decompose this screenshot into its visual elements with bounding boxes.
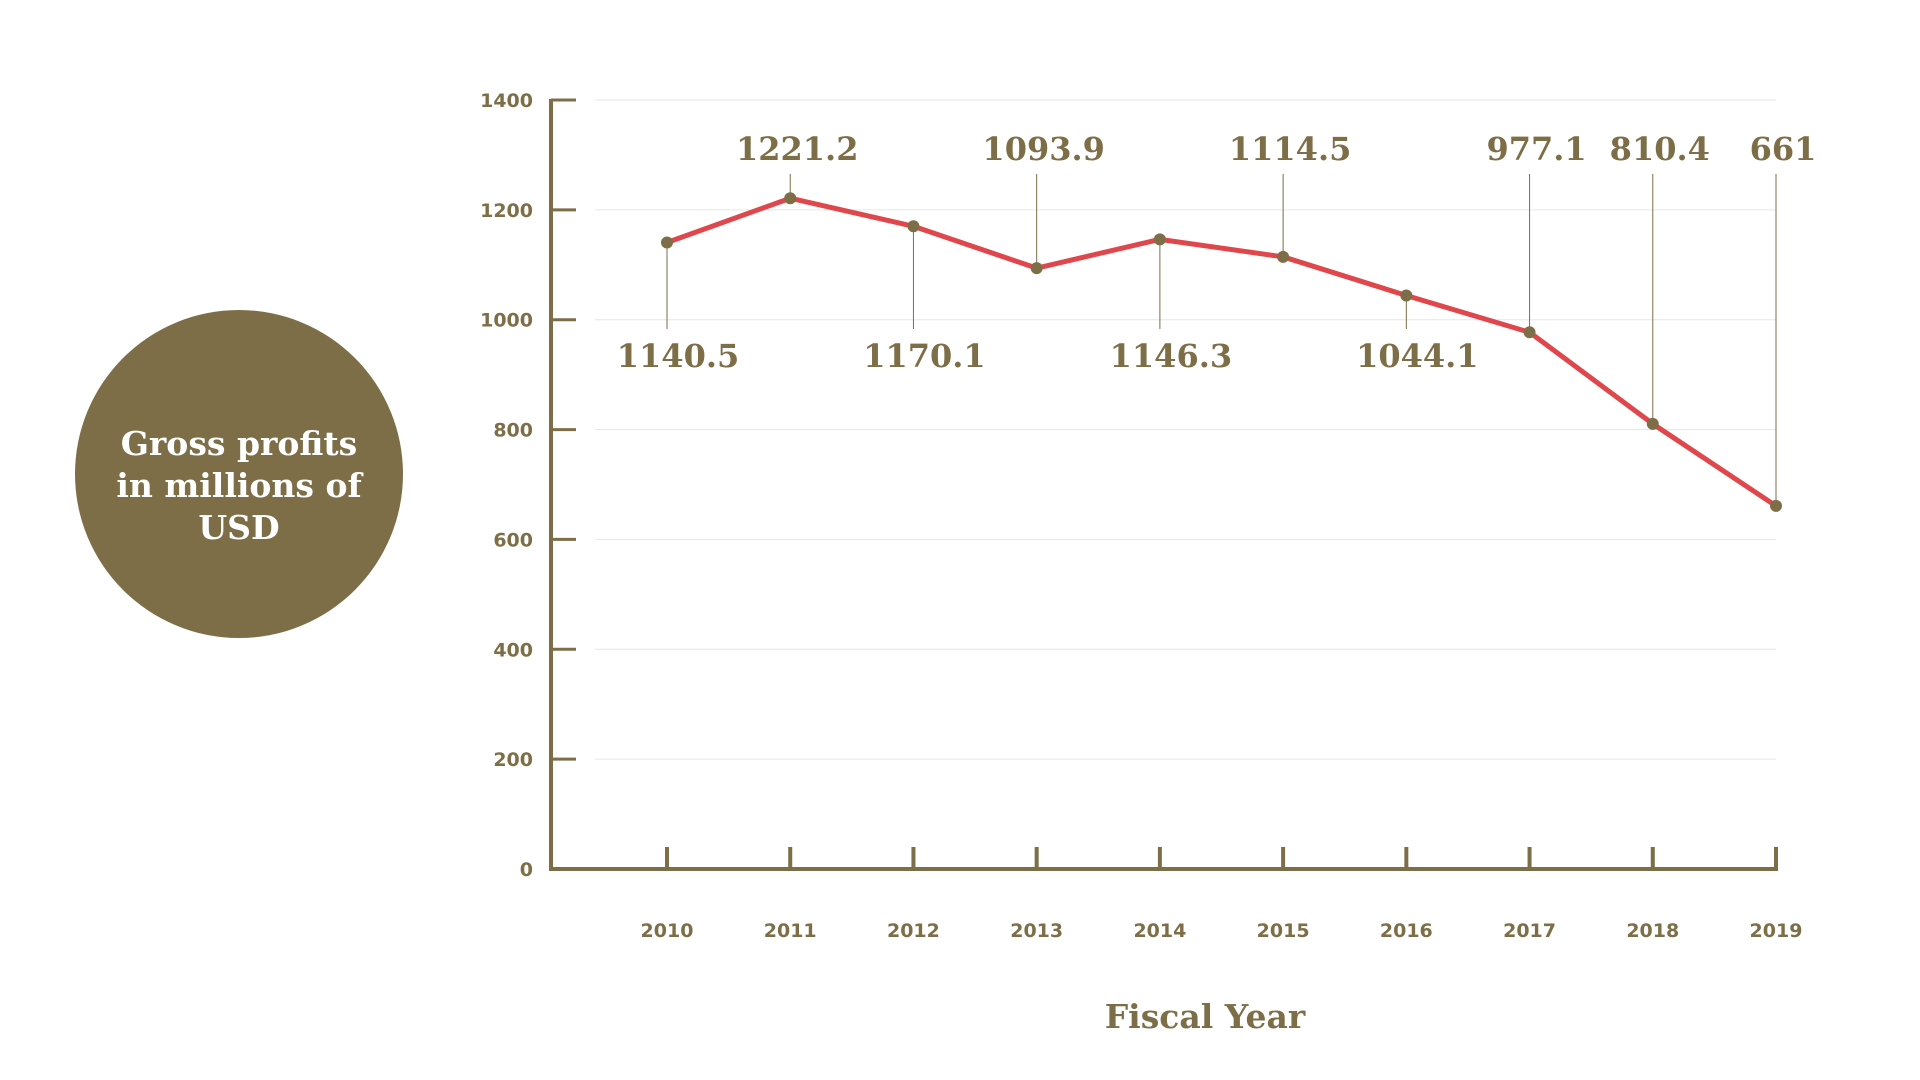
data-label: 1093.9 (982, 130, 1104, 168)
data-label: 1044.1 (1356, 337, 1478, 375)
y-tick-label: 1200 (480, 200, 533, 222)
y-tick-label: 400 (493, 639, 533, 661)
series (661, 192, 1782, 512)
data-point (784, 192, 797, 205)
data-label: 1114.5 (1229, 130, 1351, 168)
x-tick-label: 2016 (1380, 920, 1433, 942)
data-point (661, 236, 673, 249)
axes (549, 99, 1778, 871)
y-tick-label: 600 (493, 529, 533, 551)
data-point (1153, 233, 1166, 246)
x-tick-label: 2015 (1257, 920, 1310, 942)
y-tick-label: 1400 (480, 90, 533, 112)
x-axis-ticks: 2010 2011 2012 2013 2014 2015 2016 2017 2018 2019 (641, 847, 1803, 942)
x-tick-label: 2013 (1010, 920, 1063, 942)
x-tick-label: 2017 (1503, 920, 1556, 942)
data-point (1523, 326, 1536, 339)
data-label: 1170.1 (863, 337, 985, 375)
data-point (1770, 499, 1782, 512)
data-label: 1140.5 (617, 337, 739, 375)
data-label: 1221.2 (736, 130, 858, 168)
x-tick-label: 2010 (641, 920, 694, 942)
data-point (1646, 417, 1659, 430)
title-badge-circle (75, 310, 403, 638)
y-tick-label: 1000 (480, 310, 533, 332)
data-point (1400, 289, 1413, 302)
data-point (907, 220, 920, 233)
x-tick-label: 2018 (1626, 920, 1679, 942)
data-labels: 1140.5 1221.2 1170.1 1093.9 1146.3 1114.5 1044… (617, 130, 1817, 375)
title-badge: Gross profits in millions of USD (75, 310, 403, 638)
data-label: 977.1 (1486, 130, 1586, 168)
data-point (1277, 250, 1290, 263)
data-point (1030, 262, 1043, 275)
gridlines (595, 99, 1776, 760)
y-tick-label: 200 (493, 749, 533, 771)
x-tick-label: 2012 (887, 920, 940, 942)
data-label: 1146.3 (1110, 337, 1232, 375)
y-axis-ticks: 0 200 400 600 800 1000 1200 1400 (480, 90, 576, 881)
x-axis-title: Fiscal Year (1105, 997, 1306, 1036)
y-tick-label: 800 (493, 420, 533, 442)
chart-title-line-3: USD (198, 508, 279, 547)
data-label: 661 (1750, 130, 1817, 168)
series-line (664, 195, 1779, 509)
x-tick-label: 2014 (1133, 920, 1186, 942)
x-tick-label: 2019 (1750, 920, 1803, 942)
chart-title-line-1: Gross profits (121, 424, 358, 463)
x-tick-label: 2011 (764, 920, 817, 942)
data-label: 810.4 (1610, 130, 1710, 168)
y-tick-label: 0 (520, 859, 533, 881)
chart-title-line-2: in millions of (116, 466, 363, 505)
